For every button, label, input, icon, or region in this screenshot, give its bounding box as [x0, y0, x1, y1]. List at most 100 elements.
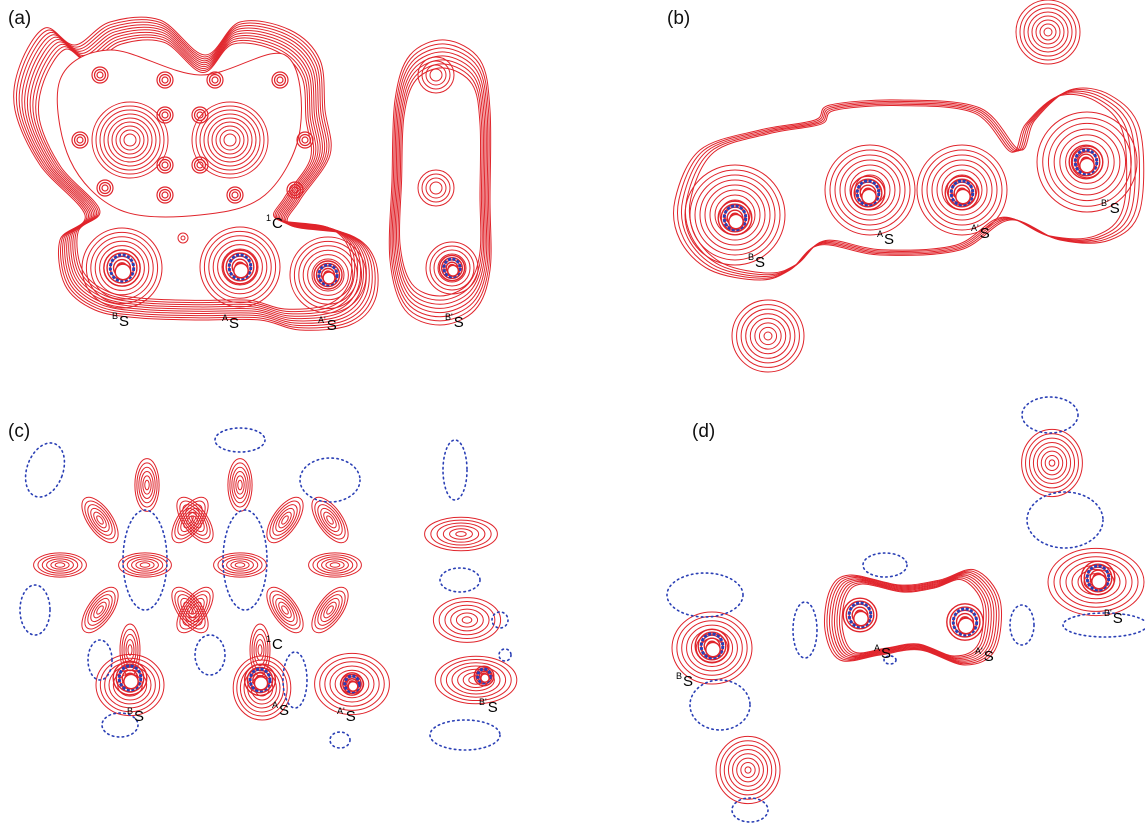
contour-ring: [87, 504, 113, 536]
envelope-contour: [32, 34, 359, 315]
core-hole: [957, 617, 975, 635]
contour-ring: [138, 466, 156, 504]
negative-core: [442, 257, 462, 279]
contour-ring: [320, 507, 340, 533]
negative-contour: [498, 648, 512, 662]
contour-ring: [226, 558, 254, 572]
contour-ring: [1027, 11, 1069, 53]
contour-ring: [732, 753, 764, 787]
envelope-contour: [398, 67, 482, 297]
negative-core: [227, 253, 253, 281]
contour-ring: [237, 479, 243, 491]
contour-ring: [334, 669, 370, 699]
contour-ring: [98, 181, 112, 195]
contour-ring: [219, 129, 241, 151]
envelope-contour: [823, 568, 1002, 666]
contour-ring: [740, 762, 756, 778]
contour-ring: [1044, 455, 1060, 471]
negative-core: [1073, 148, 1099, 176]
contour-ring: [275, 507, 295, 533]
negative-core: [722, 204, 748, 232]
core-hole: [728, 213, 744, 230]
contour-ring: [257, 644, 263, 656]
atom-label-bps-b: B'S: [1101, 198, 1120, 217]
negative-contour: [299, 457, 361, 503]
contour-ring: [101, 184, 109, 192]
core-hole: [123, 673, 139, 690]
atom-label-bps-c: B'S: [479, 697, 498, 716]
core-hole: [705, 641, 721, 658]
contour-ring: [161, 111, 169, 119]
contour-ring: [440, 658, 512, 702]
core-hole: [322, 271, 336, 285]
envelope-contour: [680, 90, 1136, 278]
contour-ring: [430, 519, 492, 549]
panel-c-contours: [19, 427, 518, 751]
nucleus-ring: [246, 666, 274, 694]
envelope-contour: [828, 571, 997, 663]
contour-ring: [936, 164, 988, 216]
negative-contour: [194, 634, 226, 676]
contour-ring: [191, 101, 269, 179]
core-hole: [233, 262, 249, 279]
contour-ring: [417, 56, 455, 94]
contour-ring: [1040, 450, 1064, 476]
negative-contour: [1062, 612, 1145, 638]
contour-ring: [323, 511, 337, 529]
contour-ring: [119, 129, 141, 151]
contour-ring: [122, 554, 168, 576]
contour-ring: [844, 164, 896, 216]
contour-ring: [179, 500, 211, 540]
nucleus-ring: [106, 252, 138, 284]
nucleus-ring: [850, 175, 886, 211]
nucleus-ring: [115, 663, 145, 693]
contour-ring: [158, 188, 172, 202]
contour-ring: [96, 605, 104, 615]
nucleus-ring: [225, 252, 255, 282]
contour-ring: [329, 665, 375, 703]
contour-ring: [745, 313, 791, 359]
contour-ring: [684, 164, 786, 266]
negative-contour: [24, 442, 66, 498]
negative-contour: [862, 552, 908, 578]
atom-label-bs-a: BS: [112, 311, 130, 330]
contour-ring: [191, 515, 199, 525]
contour-ring: [199, 109, 261, 171]
contour-ring: [71, 131, 89, 149]
contour-ring: [161, 76, 169, 84]
atom-label-as-d: AS: [874, 643, 892, 662]
contour-ring: [94, 240, 150, 296]
contour-ring: [278, 601, 292, 619]
contour-ring: [289, 236, 367, 314]
contour-ring: [293, 240, 363, 310]
contour-ring: [232, 655, 292, 721]
contour-ring: [84, 590, 116, 630]
contour-ring: [1059, 556, 1133, 608]
contour-ring: [196, 161, 204, 169]
contour-ring: [107, 117, 153, 163]
contour-ring: [689, 169, 781, 261]
contour-ring: [115, 125, 145, 155]
contour-ring: [425, 177, 447, 199]
contour-ring: [429, 245, 475, 291]
contour-ring: [179, 590, 211, 630]
contour-ring: [188, 601, 202, 619]
contour-ring: [156, 156, 174, 174]
nucleus-ring: [1080, 560, 1116, 596]
envelope-contour: [833, 574, 992, 661]
contour-ring: [85, 231, 159, 305]
nucleus-ring: [720, 203, 750, 233]
nucleus-ring: [473, 665, 495, 687]
contour-ring: [1053, 552, 1139, 612]
contour-ring: [1048, 459, 1056, 467]
contour-ring: [321, 558, 349, 572]
negative-contour: [222, 509, 268, 611]
contour-ring: [90, 236, 154, 300]
envelope-contour: [18, 21, 373, 327]
contour-ring: [324, 661, 380, 707]
contour-ring: [93, 68, 107, 82]
contour-ring: [719, 199, 751, 231]
contour-ring: [176, 586, 214, 634]
envelope-contour: [394, 55, 486, 309]
contour-ring: [314, 590, 346, 630]
